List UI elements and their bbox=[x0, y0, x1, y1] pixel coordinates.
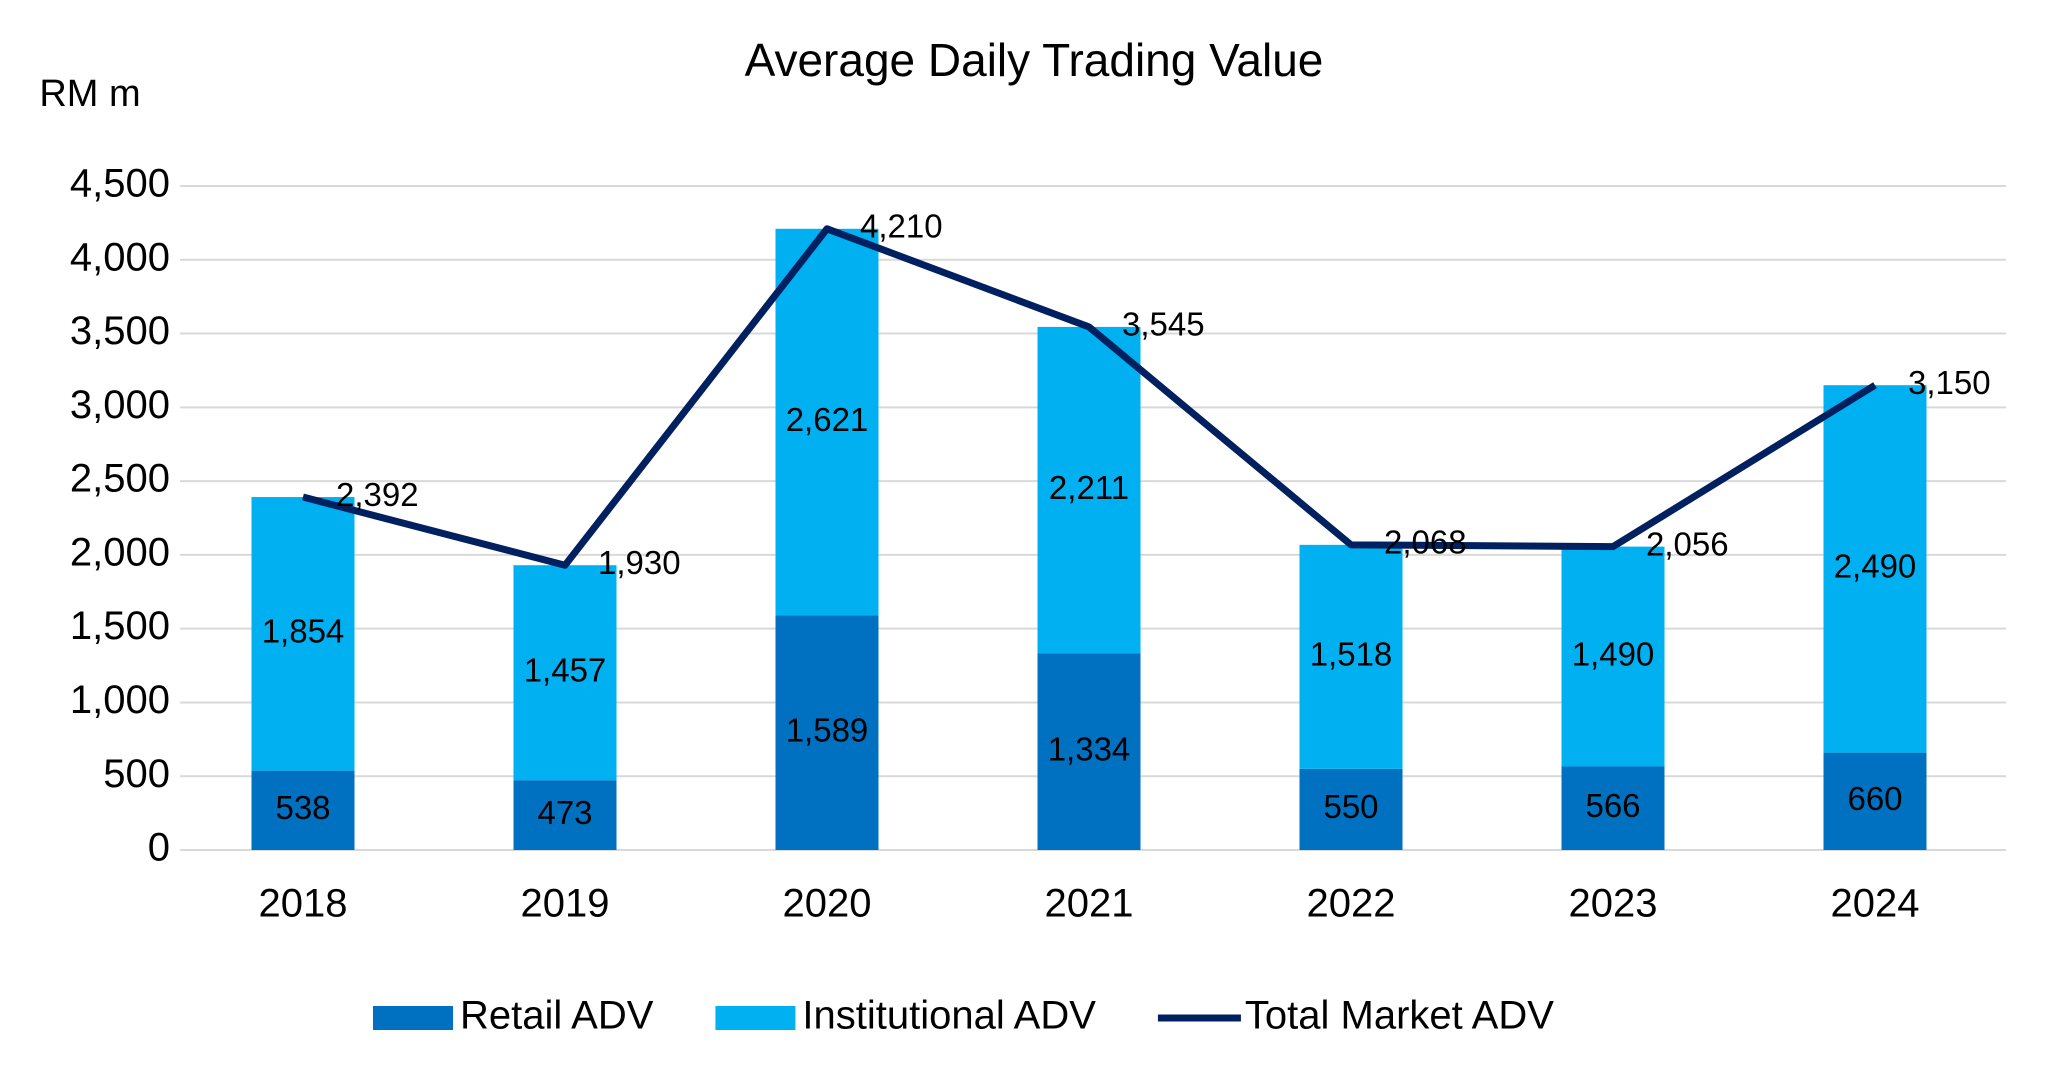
x-tick-label: 2024 bbox=[1831, 882, 1920, 926]
data-label: 2,211 bbox=[1049, 469, 1129, 506]
data-label: 3,150 bbox=[1908, 364, 1991, 401]
x-tick-label: 2019 bbox=[521, 882, 610, 926]
data-label: 2,068 bbox=[1384, 524, 1467, 561]
line bbox=[302, 225, 1877, 569]
chart-title: Average Daily Trading Value bbox=[745, 34, 1324, 86]
bar-segment bbox=[1823, 752, 1927, 850]
data-label: 566 bbox=[1585, 787, 1640, 824]
bar-segment bbox=[251, 497, 355, 771]
data-label: 1,518 bbox=[1310, 636, 1393, 673]
data-label: 2,490 bbox=[1834, 548, 1917, 585]
legend-label: Institutional ADV bbox=[802, 994, 1096, 1038]
legend-label: Retail ADV bbox=[460, 994, 654, 1038]
data-label: 538 bbox=[275, 789, 330, 826]
bar-segment bbox=[1037, 653, 1141, 850]
bar-segment bbox=[513, 565, 617, 781]
legend-swatch bbox=[373, 1006, 453, 1030]
data-label: 3,545 bbox=[1122, 306, 1205, 343]
bar-segment bbox=[1299, 544, 1403, 769]
y-axis-label: RM m bbox=[39, 73, 140, 115]
data-label: 2,392 bbox=[336, 476, 419, 513]
data-label: 473 bbox=[537, 794, 592, 831]
bar-segment bbox=[775, 615, 879, 850]
x-tick-label: 2018 bbox=[259, 882, 348, 926]
data-label: 2,056 bbox=[1646, 525, 1729, 562]
bar-segment bbox=[775, 228, 879, 616]
data-label: 1,457 bbox=[524, 651, 607, 688]
y-tick-label: 0 bbox=[148, 826, 170, 870]
bar-segment bbox=[1037, 326, 1141, 654]
bar-segment bbox=[513, 780, 617, 850]
data-label: 1,589 bbox=[786, 711, 869, 748]
y-tick-label: 4,500 bbox=[70, 162, 170, 206]
bar-segment bbox=[1561, 766, 1665, 850]
data-label: 1,490 bbox=[1572, 635, 1655, 672]
bar-segment bbox=[251, 770, 355, 850]
data-label: 1,334 bbox=[1048, 730, 1131, 767]
x-tick-label: 2020 bbox=[783, 882, 872, 926]
y-tick-label: 2,000 bbox=[70, 530, 170, 574]
y-tick-label: 2,500 bbox=[70, 457, 170, 501]
y-tick-label: 500 bbox=[103, 752, 170, 796]
y-tick-label: 4,000 bbox=[70, 235, 170, 279]
x-tick-label: 2021 bbox=[1045, 882, 1134, 926]
bar-segment bbox=[1823, 385, 1927, 753]
bar-segment bbox=[1561, 546, 1665, 767]
data-label: 550 bbox=[1323, 788, 1378, 825]
y-tick-label: 3,000 bbox=[70, 383, 170, 427]
legend-label: Total Market ADV bbox=[1245, 994, 1554, 1038]
data-label: 1,854 bbox=[262, 613, 345, 650]
data-label: 2,621 bbox=[786, 401, 869, 438]
data-label: 1,930 bbox=[598, 544, 681, 581]
x-tick-label: 2023 bbox=[1569, 882, 1658, 926]
x-tick-label: 2022 bbox=[1307, 882, 1396, 926]
y-tick-label: 1,000 bbox=[70, 678, 170, 722]
bar-segment bbox=[1299, 768, 1403, 850]
data-label: 660 bbox=[1847, 780, 1902, 817]
y-tick-label: 3,500 bbox=[70, 309, 170, 353]
y-tick-label: 1,500 bbox=[70, 604, 170, 648]
legend-swatch bbox=[715, 1006, 796, 1030]
data-label: 4,210 bbox=[860, 208, 943, 245]
